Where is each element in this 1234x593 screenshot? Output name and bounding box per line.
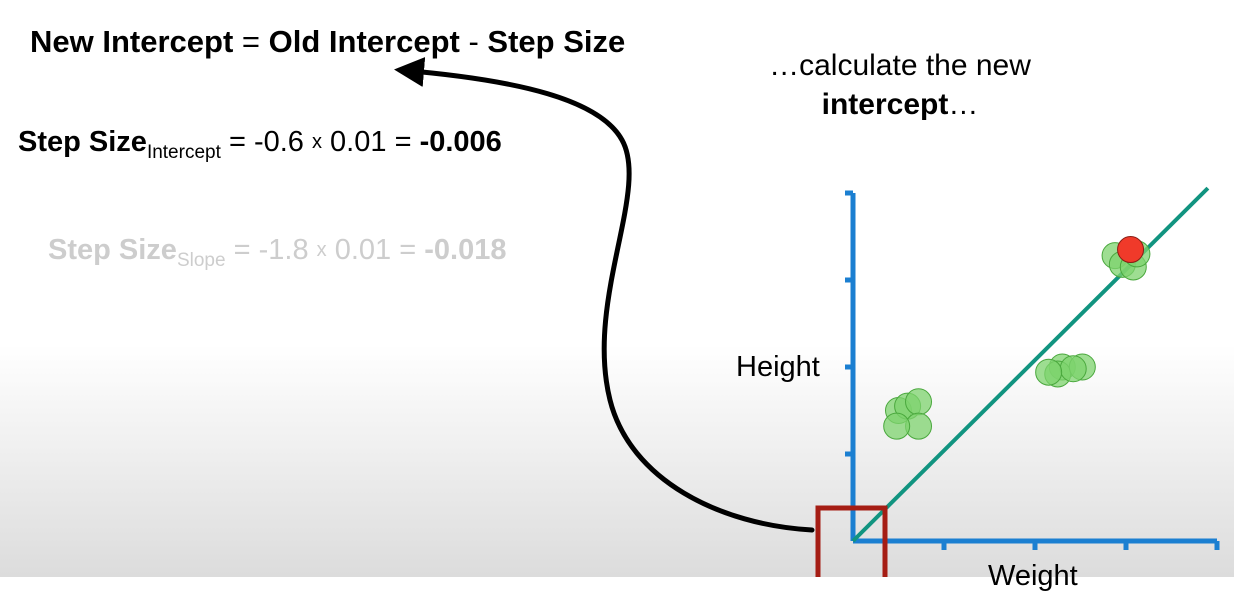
equals-sign: = xyxy=(228,126,246,158)
step-size-label: Step Size xyxy=(48,234,177,266)
slope-subscript: Slope xyxy=(176,250,226,271)
update-equation: New Intercept = Old Intercept - Step Siz… xyxy=(30,24,625,60)
slope-derivative: -1.8 xyxy=(258,234,309,266)
fitted-line xyxy=(851,186,1210,543)
caption-bold-word: intercept xyxy=(821,88,949,121)
intercept-highlight-box xyxy=(815,505,888,577)
minus-sign: - xyxy=(468,24,479,59)
step-size-slope-equation: Step SizeSlope = -1.8 x 0.01 = -0.018 xyxy=(48,234,507,271)
slope-step-result: -0.018 xyxy=(424,234,507,266)
intercept-subscript: Intercept xyxy=(146,142,221,163)
intercept-step-result: -0.006 xyxy=(419,126,502,158)
learning-rate: 0.01 xyxy=(334,234,392,266)
step-size-label: Step Size xyxy=(18,126,147,158)
times-sign: x xyxy=(311,131,322,153)
caption: …calculate the new intercept… xyxy=(750,46,1050,124)
highlighted-data-point xyxy=(1117,236,1145,264)
step-size-intercept-equation: Step SizeIntercept = -0.6 x 0.01 = -0.00… xyxy=(18,126,502,163)
times-sign: x xyxy=(316,239,327,261)
data-point xyxy=(1035,358,1063,386)
data-point xyxy=(883,412,911,440)
equals-sign: = xyxy=(233,234,251,266)
old-intercept-term: Old Intercept xyxy=(268,24,460,59)
equals-sign: = xyxy=(241,24,261,59)
learning-rate: 0.01 xyxy=(330,126,387,158)
caption-ellipsis: … xyxy=(948,88,979,121)
curved-arrow xyxy=(394,57,815,533)
caption-line-2: intercept… xyxy=(750,85,1050,124)
equals-sign: = xyxy=(399,234,417,266)
intercept-derivative: -0.6 xyxy=(253,126,304,158)
new-intercept-term: New Intercept xyxy=(30,24,234,59)
data-point xyxy=(905,388,933,416)
step-size-term: Step Size xyxy=(487,24,626,59)
caption-line-1: …calculate the new xyxy=(769,49,1031,82)
data-point xyxy=(1059,355,1087,383)
y-axis-label: Height xyxy=(736,351,820,383)
equals-sign: = xyxy=(394,126,412,158)
scatter-plot xyxy=(815,186,1220,577)
diagram-canvas xyxy=(394,57,1220,577)
